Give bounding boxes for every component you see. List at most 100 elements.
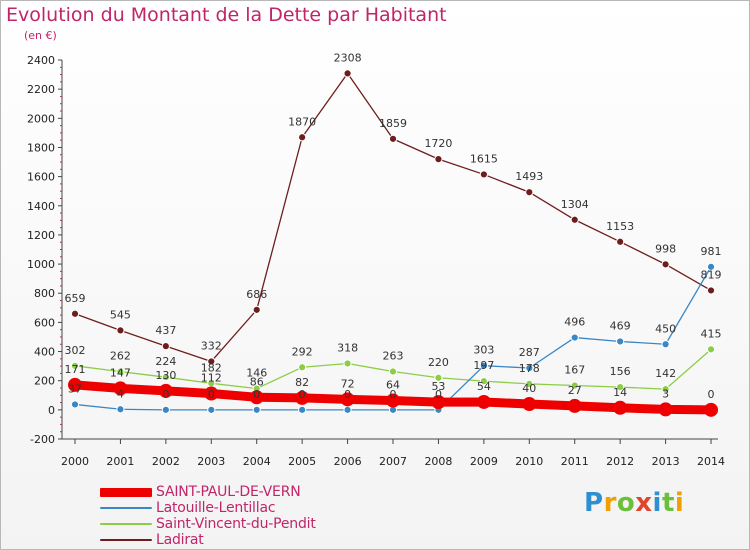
data-label: 82 [295,376,309,389]
y-tick-label: 200 [34,375,55,388]
data-label: 1859 [379,117,407,130]
data-point [343,69,352,78]
y-tick-label: 1000 [27,258,55,271]
data-label: 72 [341,377,355,390]
data-label: 0 [390,388,397,401]
data-point [298,405,307,414]
data-point [706,345,716,354]
x-tick-label: 2005 [288,455,316,468]
data-label: 197 [473,359,494,372]
data-label: 262 [110,350,131,363]
data-label: 287 [519,346,540,359]
x-tick-label: 2003 [197,455,225,468]
y-tick-label: -200 [30,433,55,446]
data-label: 0 [299,388,306,401]
data-label: 142 [655,367,676,380]
data-label: 37 [68,382,82,395]
data-point [613,400,628,415]
data-label: 4 [117,387,124,400]
data-point [340,392,355,407]
legend-swatch-ladirat [100,539,152,541]
data-label: 14 [613,386,627,399]
data-label: 27 [568,384,582,397]
x-tick-label: 2000 [61,455,89,468]
data-point [479,377,488,386]
data-point [434,155,443,164]
legend-swatch-saint-vincent [100,523,152,525]
data-label: 182 [201,361,222,374]
data-label: 220 [428,356,449,369]
x-tick-label: 2004 [243,455,271,468]
data-label: 1870 [288,115,316,128]
x-tick-label: 2001 [106,455,134,468]
legend-label: Saint-Vincent-du-Pendit [156,516,316,532]
data-point [434,373,443,382]
data-point [661,385,670,394]
data-point [525,188,534,197]
x-tick-label: 2009 [470,455,498,468]
data-label: 686 [246,288,267,301]
data-label: 0 [253,388,260,401]
legend-item-ladirat: Ladirat [100,532,316,548]
data-point [706,286,716,295]
legend-swatch-latouille [100,507,152,509]
proxiti-logo: Proxiti [584,488,685,518]
data-point [252,305,261,314]
legend: SAINT-PAUL-DE-VERN Latouille-Lentillac S… [100,484,316,548]
y-tick-label: 1800 [27,141,55,154]
data-point [522,397,537,412]
data-label: 178 [519,362,540,375]
data-label: 64 [386,379,400,392]
chart-unit: (en €) [24,29,57,42]
data-label: 146 [246,367,267,380]
data-label: 171 [65,363,86,376]
data-point [570,381,579,390]
data-label: 545 [110,308,131,321]
data-label: 998 [655,242,676,255]
y-tick-label: 600 [34,316,55,329]
data-point [343,359,352,368]
data-label: 659 [65,292,86,305]
data-point [431,395,446,410]
chart-title: Evolution du Montant de la Dette par Hab… [6,4,447,26]
data-label: 53 [431,380,445,393]
y-tick-label: 2000 [27,112,55,125]
data-point [706,262,716,271]
data-point [661,340,670,349]
data-point [116,326,125,335]
data-point [207,405,216,414]
x-tick-label: 2011 [561,455,589,468]
y-tick-label: 1600 [27,171,55,184]
data-point [116,405,125,414]
data-label: 0 [344,388,351,401]
data-label: 112 [201,372,222,385]
y-tick-label: 1400 [27,200,55,213]
data-point [479,361,488,370]
data-point [204,386,219,401]
data-point [479,170,488,179]
data-label: 156 [610,365,631,378]
data-label: 1304 [561,198,589,211]
data-label: 0 [708,388,715,401]
data-label: 1153 [606,220,634,233]
data-point [343,405,352,414]
data-point [570,215,579,224]
data-label: 2308 [334,51,362,64]
data-label: 54 [477,380,491,393]
data-label: 415 [701,327,722,340]
data-point [70,400,80,409]
data-point [525,379,534,388]
data-label: 0 [162,388,169,401]
data-point [658,402,673,417]
data-point [161,405,170,414]
x-tick-label: 2006 [334,455,362,468]
y-tick-label: 1200 [27,229,55,242]
data-point [298,363,307,372]
data-point [161,342,170,351]
data-point [207,357,216,366]
data-label: 292 [292,345,313,358]
x-tick-label: 2008 [424,455,452,468]
x-tick-label: 2007 [379,455,407,468]
